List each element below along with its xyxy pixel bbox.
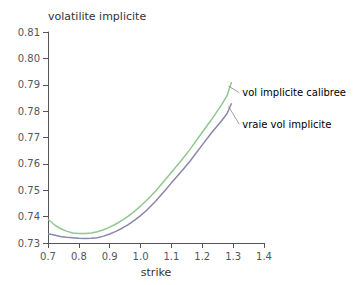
svg-text:1.1: 1.1 — [163, 251, 179, 262]
svg-text:volatilite implicite: volatilite implicite — [48, 10, 146, 23]
svg-text:0.78: 0.78 — [18, 106, 40, 117]
svg-text:0.79: 0.79 — [18, 79, 40, 90]
svg-text:0.81: 0.81 — [18, 27, 40, 38]
svg-text:0.9: 0.9 — [102, 251, 118, 262]
svg-text:1.3: 1.3 — [225, 251, 241, 262]
svg-text:0.74: 0.74 — [18, 211, 40, 222]
svg-text:0.77: 0.77 — [18, 132, 40, 143]
svg-text:0.7: 0.7 — [40, 251, 56, 262]
svg-text:1.2: 1.2 — [194, 251, 210, 262]
svg-text:1.0: 1.0 — [133, 251, 149, 262]
svg-text:1.4: 1.4 — [256, 251, 272, 262]
svg-text:0.80: 0.80 — [18, 53, 40, 64]
svg-text:vraie vol implicite: vraie vol implicite — [242, 119, 331, 130]
svg-text:0.73: 0.73 — [18, 238, 40, 249]
svg-text:0.76: 0.76 — [18, 158, 40, 169]
svg-text:strike: strike — [141, 266, 172, 279]
svg-text:0.8: 0.8 — [71, 251, 87, 262]
svg-text:0.75: 0.75 — [18, 185, 40, 196]
svg-text:vol implicite calibree: vol implicite calibree — [242, 87, 346, 98]
